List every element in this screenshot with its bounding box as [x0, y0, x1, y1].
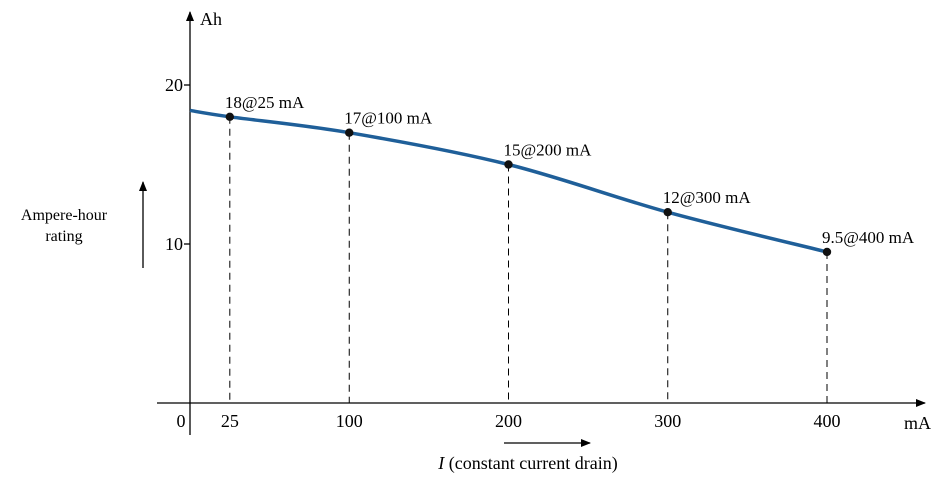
data-points: 18@25 mA 17@100 mA 15@200 mA 12@300 mA 9.5@4…: [225, 93, 915, 257]
x-axis-title: I (constant current drain): [437, 453, 617, 474]
x-tick-label: 400: [814, 411, 841, 431]
data-point: [345, 128, 354, 137]
x-tick-label: 100: [336, 411, 363, 431]
data-point-label: 17@100 mA: [344, 109, 433, 128]
data-point: [663, 208, 672, 217]
data-point-label: 18@25 mA: [225, 93, 305, 112]
x-tick-label: 0: [177, 411, 186, 431]
x-axis-title-symbol: I: [437, 453, 445, 473]
x-tick-label: 200: [495, 411, 522, 431]
x-tick-label: 300: [654, 411, 681, 431]
data-point: [225, 112, 235, 122]
y-unit-label: Ah: [200, 9, 222, 29]
x-axis-title-text: (constant current drain): [444, 453, 617, 474]
data-point-label: 12@300 mA: [663, 188, 752, 207]
y-tick-label: 20: [165, 75, 183, 95]
data-point-label: 9.5@400 mA: [822, 228, 915, 247]
drop-lines: [229, 116, 828, 403]
x-unit-label: mA: [904, 413, 931, 433]
data-point-label: 15@200 mA: [504, 141, 593, 160]
x-tick-label: 25: [221, 411, 239, 431]
data-point: [504, 160, 513, 169]
tick-labels: 0 25 100 200 300 400 10 20: [165, 75, 841, 431]
y-axis-title-line1: Ampere-hour: [21, 207, 108, 224]
y-tick-label: 10: [165, 234, 183, 254]
y-axis-title-line2: rating: [45, 228, 82, 245]
data-point: [822, 247, 832, 257]
